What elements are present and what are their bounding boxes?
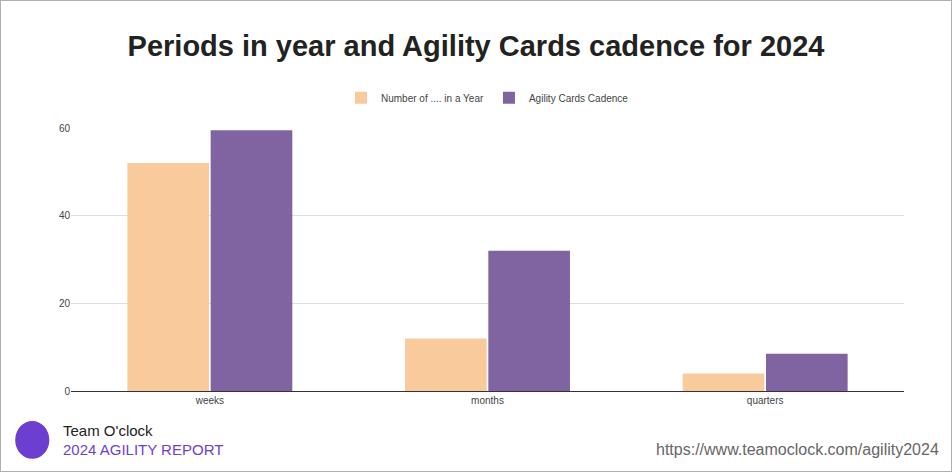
svg-text:Agility Cards Cadence: Agility Cards Cadence xyxy=(529,93,628,104)
svg-text:months: months xyxy=(471,395,504,406)
svg-text:https://www.teamoclock.com/agi: https://www.teamoclock.com/agility2024 xyxy=(656,441,939,458)
svg-text:40: 40 xyxy=(59,210,71,221)
svg-text:0: 0 xyxy=(64,386,70,397)
svg-text:Number of .... in a Year: Number of .... in a Year xyxy=(381,93,484,104)
svg-text:quarters: quarters xyxy=(747,395,784,406)
svg-text:60: 60 xyxy=(59,123,71,134)
svg-text:20: 20 xyxy=(59,298,71,309)
svg-text:Periods in year and Agility Ca: Periods in year and Agility Cards cadenc… xyxy=(128,30,825,62)
svg-text:2024 AGILITY REPORT: 2024 AGILITY REPORT xyxy=(63,441,223,458)
svg-text:weeks: weeks xyxy=(195,395,224,406)
svg-text:Team O'clock: Team O'clock xyxy=(63,422,153,439)
